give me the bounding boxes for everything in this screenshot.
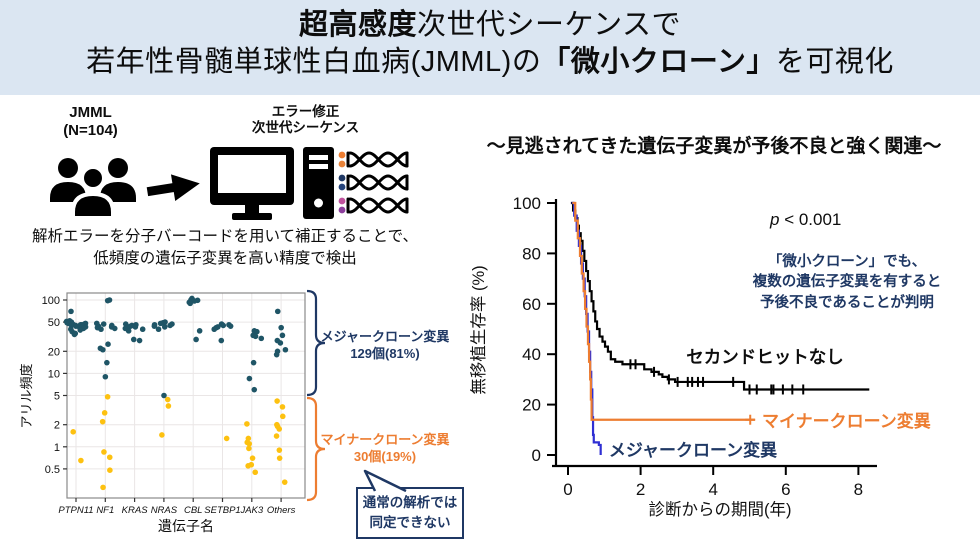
cohort-label-line2: (N=104): [63, 122, 118, 139]
people-group-icon: [50, 158, 136, 220]
computer-icon: [210, 147, 334, 220]
curve-label-minor-clone: マイナークローン変異: [762, 412, 931, 431]
title-line1-rest: 次世代シーケンスで: [416, 9, 682, 41]
svg-text:5: 5: [54, 390, 60, 402]
conclusion-note-line1: 「微小クローン」でも、: [767, 254, 927, 270]
curve-label-major-clone: メジャークローン変異: [608, 441, 778, 460]
title-line-2: 若年性骨髄単球性白血病(JMML)の「微小クローン」を可視化: [0, 44, 980, 81]
method-label-line2: 次世代シーケンス: [251, 120, 360, 136]
dna-helix-icon: [338, 197, 409, 214]
major-clone-bracket: [306, 289, 326, 397]
title-line2-bold: 「微小クローン」: [541, 46, 776, 79]
curve-label-no-second-hit: セカンドヒットなし: [686, 347, 844, 367]
scatter-points-major: [63, 295, 289, 399]
svg-text:2: 2: [636, 480, 645, 499]
minor-clone-label-line2: 30個(19%): [353, 448, 417, 464]
svg-text:診断からの期間(年): 診断からの期間(年): [649, 500, 792, 519]
svg-text:Others: Others: [267, 505, 296, 516]
km-curve-1: [572, 201, 755, 421]
conclusion-note-line2: 複数の遺伝子変異を有すると: [752, 274, 942, 291]
scatter-axes: 0.5 1 2 5 10 20 50 100 PTPN11 NF1 KRAS NRAS CBL SETBP…: [19, 295, 296, 534]
allele-frequency-scatter-plot: 0.5 1 2 5 10 20 50 100 PTPN11 NF1 KRAS NRAS CBL SETBP…: [19, 289, 326, 534]
method-caption: 解析エラーを分子バーコードを用いて補正することで、 低頻度の遺伝子変異を高い精度…: [25, 226, 425, 269]
km-censor-marks-1: [745, 414, 756, 425]
method-label-line1: エラー修正: [271, 104, 340, 119]
km-axes: 0 20 40 60 80 100 0 2 4 6 8 無移植生存率 (%) 診断からの期間(年): [470, 194, 877, 519]
svg-text:CBL: CBL: [184, 505, 202, 516]
svg-text:NF1: NF1: [96, 505, 114, 516]
conclusion-note-line3: 予後不良であることが判明: [760, 294, 934, 311]
svg-text:0: 0: [563, 480, 572, 499]
svg-text:8: 8: [854, 480, 863, 499]
svg-text:80: 80: [522, 244, 541, 263]
svg-text:無移植生存率 (%): 無移植生存率 (%): [470, 265, 488, 394]
svg-text:40: 40: [522, 345, 541, 364]
barcode-dot: [338, 160, 346, 168]
barcode-dot: [338, 174, 346, 182]
title-banner: 超高感度次世代シーケンスで 若年性骨髄単球性白血病(JMML)の「微小クローン」…: [0, 0, 980, 95]
scatter-points-minor: [70, 393, 288, 491]
major-clone-bracket-label: メジャークローン変異 129個(81%): [320, 329, 450, 363]
callout-bubble: 通常の解析では 同定できない: [356, 487, 464, 539]
arrow-right-icon: [146, 174, 200, 201]
title-line-1: 超高感度次世代シーケンスで: [0, 7, 980, 44]
svg-text:0.5: 0.5: [45, 464, 60, 476]
svg-text:6: 6: [781, 480, 790, 499]
svg-text:20: 20: [48, 346, 60, 358]
barcode-dot: [338, 197, 346, 205]
p-value: p < 0.001: [770, 210, 890, 230]
svg-text:100: 100: [42, 295, 60, 307]
callout-tail: [363, 469, 407, 492]
svg-text:JAK3: JAK3: [239, 505, 263, 516]
major-clone-label-line2: 129個(81%): [350, 345, 420, 361]
dna-helix-icon: [338, 174, 409, 191]
minor-clone-bracket: [306, 396, 326, 502]
svg-text:4: 4: [708, 480, 717, 499]
svg-text:100: 100: [513, 194, 541, 213]
svg-text:10: 10: [48, 368, 60, 380]
minor-clone-label-line1: マイナークローン変異: [320, 432, 450, 447]
cohort-label: JMML (N=104): [33, 104, 148, 140]
conclusion-note: 「微小クローン」でも、 複数の遺伝子変異を有すると 予後不良であることが判明: [737, 252, 957, 313]
minor-clone-bracket-label: マイナークローン変異 30個(19%): [320, 432, 450, 466]
method-label: エラー修正 次世代シーケンス: [238, 104, 373, 136]
callout-line1: 通常の解析では: [362, 495, 458, 510]
svg-text:PTPN11: PTPN11: [58, 505, 93, 516]
km-curve-0: [570, 201, 870, 391]
title-line2-post: を可視化: [775, 46, 894, 79]
barcode-dot: [338, 206, 346, 214]
svg-text:遺伝子名: 遺伝子名: [158, 518, 214, 534]
p-value-symbol: p: [770, 210, 780, 229]
km-censor-marks-0: [629, 359, 805, 395]
svg-text:0: 0: [532, 446, 541, 465]
svg-text:50: 50: [48, 317, 60, 329]
result-subtitle: ～見逃されてきた遺伝子変異が予後不良と強く関連～: [486, 136, 942, 157]
barcode-dot: [338, 183, 346, 191]
svg-text:SETBP1: SETBP1: [204, 505, 240, 516]
cohort-label-line1: JMML: [69, 104, 112, 121]
title-line1-bold: 超高感度: [298, 9, 417, 41]
barcode-dot: [338, 151, 346, 159]
method-caption-line2: 低頻度の遺伝子変異を高い精度で検出: [93, 249, 357, 267]
callout-line2: 同定できない: [369, 514, 451, 530]
svg-text:1: 1: [54, 442, 60, 454]
svg-text:アリル頻度: アリル頻度: [19, 363, 34, 428]
svg-text:NRAS: NRAS: [151, 505, 178, 516]
p-value-number: < 0.001: [779, 210, 842, 229]
title-line2-pre: 若年性骨髄単球性白血病(JMML)の: [86, 46, 542, 79]
svg-text:20: 20: [522, 396, 541, 415]
svg-text:60: 60: [522, 295, 541, 314]
dna-icons: [338, 150, 410, 219]
survival-curve-plot: 0 20 40 60 80 100 0 2 4 6 8 無移植生存率 (%) 診断からの期間(年): [470, 194, 877, 519]
svg-text:2: 2: [54, 420, 60, 432]
method-caption-line1: 解析エラーを分子バーコードを用いて補正することで、: [32, 228, 418, 245]
svg-text:KRAS: KRAS: [122, 505, 149, 516]
major-clone-label-line1: メジャークローン変異: [320, 329, 450, 344]
dna-helix-icon: [338, 151, 409, 168]
